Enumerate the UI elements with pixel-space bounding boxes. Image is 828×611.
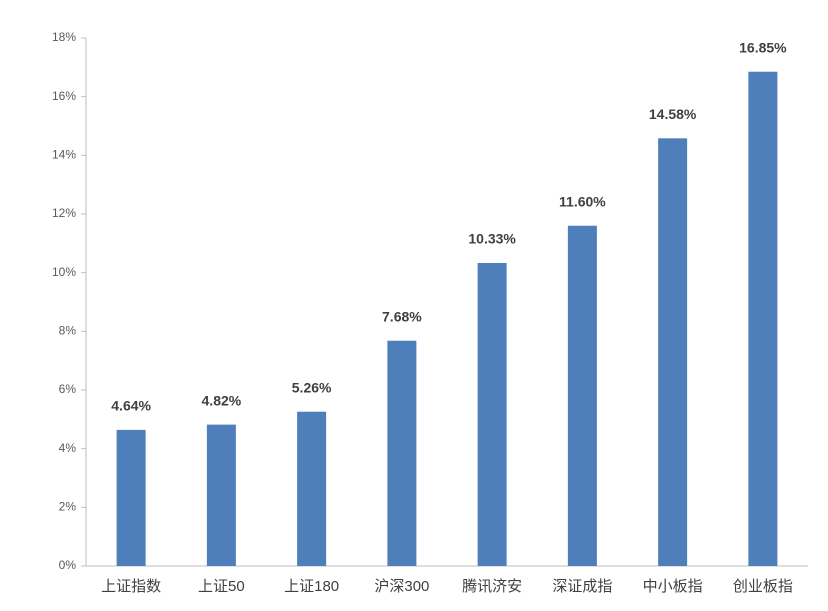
x-tick-label: 深证成指 [552, 578, 612, 595]
value-label: 4.82% [202, 392, 242, 408]
x-tick-label: 上证50 [198, 578, 245, 595]
bar [206, 424, 236, 566]
value-label: 14.58% [649, 106, 697, 122]
y-tick-label: 14% [52, 148, 76, 162]
x-tick-label: 上证180 [284, 578, 339, 595]
y-tick-label: 10% [52, 265, 76, 279]
y-tick-label: 0% [59, 558, 77, 572]
y-tick-label: 6% [59, 382, 77, 396]
value-label: 5.26% [292, 379, 332, 395]
x-tick-label: 上证指数 [101, 578, 161, 595]
bar [477, 262, 507, 566]
value-label: 10.33% [468, 231, 516, 247]
bar [387, 340, 417, 566]
y-tick-label: 18% [52, 30, 76, 44]
y-tick-label: 2% [59, 500, 77, 514]
bar [116, 429, 146, 566]
bar [567, 225, 597, 566]
bar [297, 411, 327, 566]
x-tick-label: 沪深300 [374, 578, 429, 595]
value-label: 7.68% [382, 308, 422, 324]
value-label: 16.85% [739, 39, 787, 55]
y-tick-label: 8% [59, 324, 77, 338]
y-tick-label: 16% [52, 89, 76, 103]
x-tick-label: 腾讯济安 [462, 578, 522, 595]
x-tick-label: 中小板指 [643, 577, 703, 595]
y-tick-label: 12% [52, 206, 76, 220]
bar [658, 138, 688, 566]
bar [748, 71, 778, 566]
y-tick-label: 4% [59, 441, 77, 455]
value-label: 11.60% [559, 193, 606, 209]
value-label: 4.64% [111, 398, 151, 414]
x-tick-label: 创业板指 [733, 577, 793, 595]
